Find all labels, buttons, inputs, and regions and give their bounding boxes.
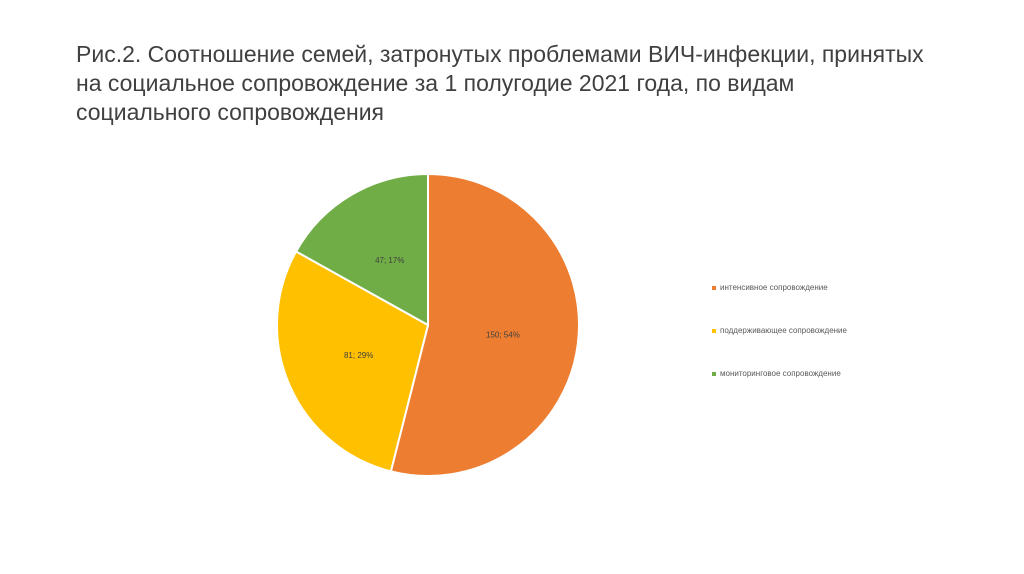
legend-swatch-monitoring [712,371,716,376]
pie-slice-intensive [389,172,580,477]
chart-title-line-1: Рис.2. Соотношение семей, затронутых про… [76,41,924,67]
legend-swatch-intensive [712,285,716,290]
pie-slice-supporting [276,250,430,473]
data-label-monitoring: 47; 17% [375,256,404,265]
chart-title: Рис.2. Соотношение семей, затронутых про… [76,40,976,127]
chart-title-line-2: на социальное сопровождение за 1 полугод… [76,70,795,96]
data-label-supporting: 81; 29% [344,351,373,360]
chart-legend: интенсивное сопровождение поддерживающее… [712,266,847,395]
legend-item-supporting: поддерживающее сопровождение [712,309,847,352]
legend-swatch-supporting [712,328,716,333]
legend-item-intensive: интенсивное сопровождение [712,266,847,309]
legend-item-monitoring: мониторинговое сопровождение [712,352,847,395]
chart-title-line-3: социального сопровождения [76,99,385,125]
pie-slice-monitoring [294,172,429,327]
data-label-intensive: 150; 54% [486,330,520,339]
legend-label-monitoring: мониторинговое сопровождение [720,369,841,378]
legend-label-intensive: интенсивное сопровождение [720,283,828,292]
legend-label-supporting: поддерживающее сопровождение [720,326,847,335]
